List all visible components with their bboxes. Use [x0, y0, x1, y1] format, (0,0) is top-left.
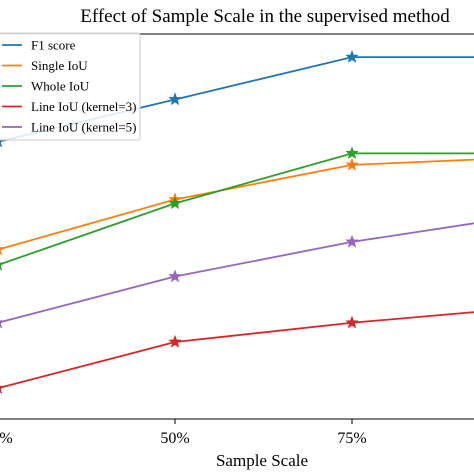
series-4-point-1	[0, 385, 5, 395]
series-line-2	[0, 158, 474, 250]
x-tick-label: 50%	[160, 430, 189, 447]
legend-box	[0, 32, 141, 141]
legend-entry: Whole IoU	[31, 79, 90, 94]
plot-area-frame	[0, 33, 474, 420]
series-4-point-2	[168, 334, 182, 348]
series-3-point-3	[345, 146, 359, 160]
x-axis-ticks: 25%50%75%100%	[0, 419, 367, 447]
series-5-point-1	[0, 320, 5, 329]
legend-entry: Line IoU (kernel=5)	[31, 120, 137, 135]
series-layer	[0, 49, 474, 395]
series-2-point-1	[0, 247, 5, 256]
series-4-point-3	[345, 315, 359, 329]
series-1-point-3	[345, 49, 359, 63]
x-axis-label: Sample Scale	[216, 451, 308, 470]
x-tick-label: 75%	[337, 430, 366, 447]
legend-entry: F1 score	[31, 38, 76, 53]
legend: F1 score Single IoU Whole IoU Line IoU (ker…	[0, 32, 141, 141]
series-1-point-2	[168, 92, 182, 106]
series-3-point-1	[0, 262, 5, 271]
series-2-point-3	[345, 157, 359, 171]
series-line-5	[0, 222, 474, 324]
series-5-point-3	[345, 234, 359, 248]
series-5-point-2	[168, 269, 182, 283]
legend-entry: Single IoU	[31, 58, 88, 73]
x-tick-label: 25%	[0, 430, 13, 447]
series-line-3	[0, 152, 474, 266]
series-3-point-2	[168, 196, 182, 210]
series-line-4	[0, 311, 474, 389]
legend-entry: Line IoU (kernel=3)	[31, 99, 137, 114]
chart-title: Effect of Sample Scale in the supervised…	[80, 6, 450, 27]
